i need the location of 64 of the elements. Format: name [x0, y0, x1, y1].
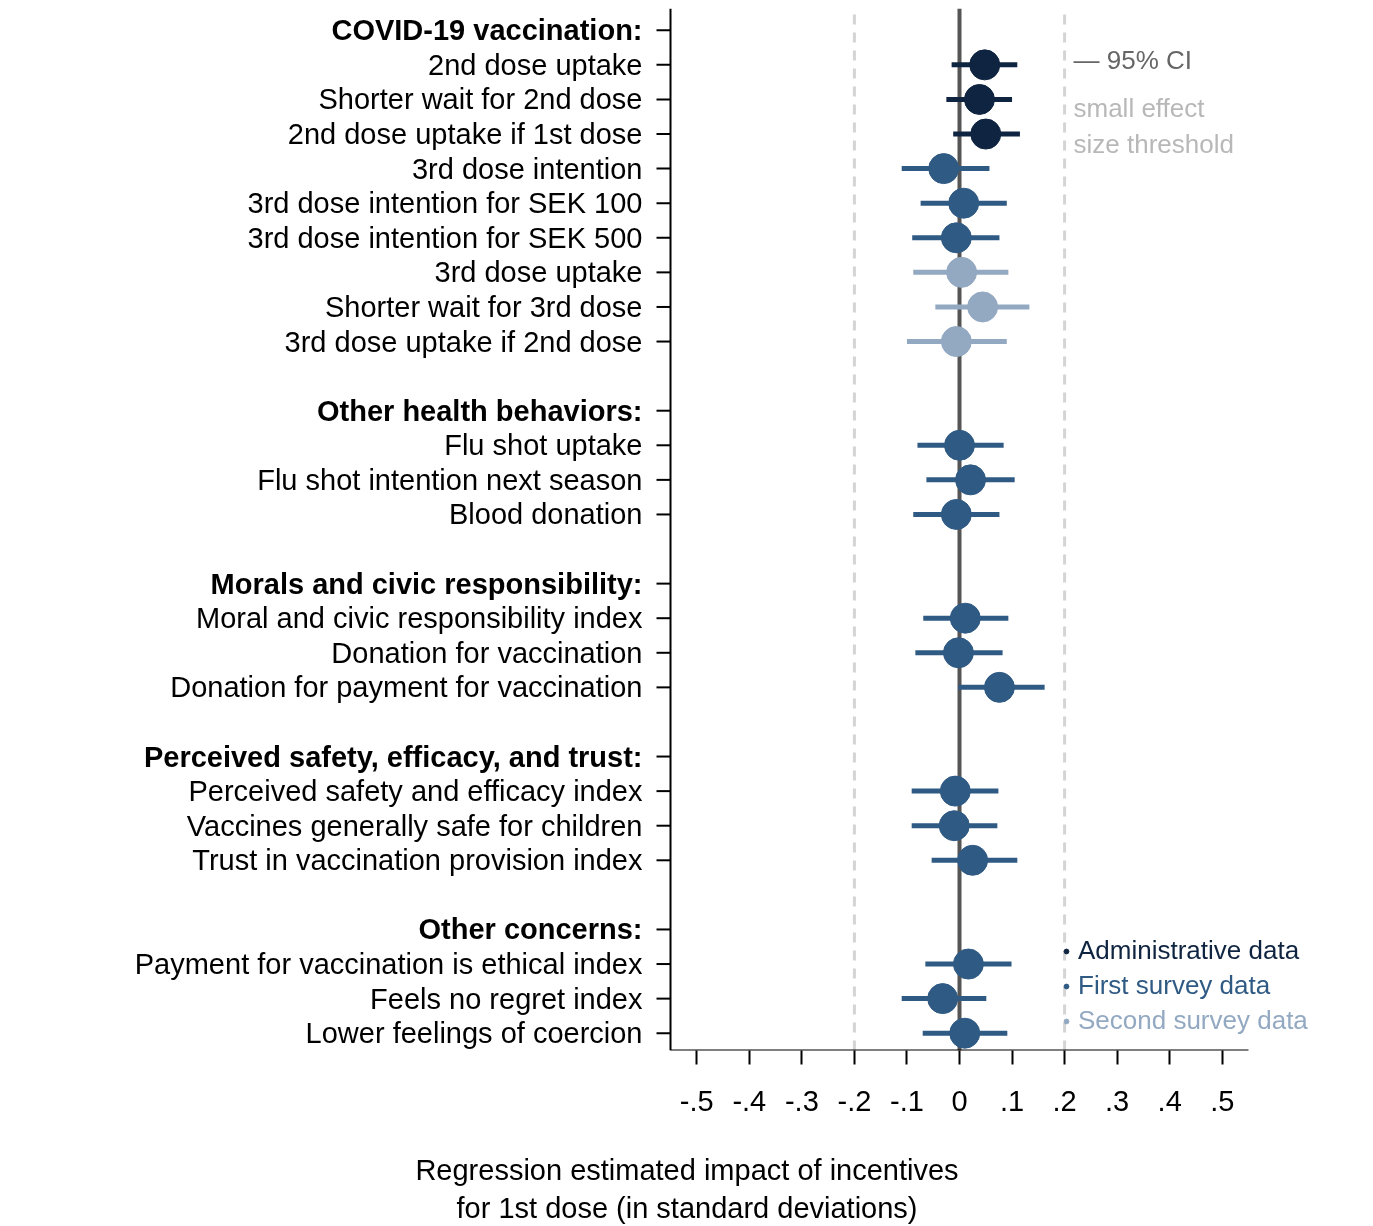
y-tick-label: 2nd dose uptake if 1st dose: [287, 118, 643, 151]
text: Morals and civic responsibility:: [210, 567, 643, 600]
x-tick-label: -.5: [679, 1084, 714, 1117]
legend-label: Second survey data: [1078, 1005, 1308, 1036]
point: [946, 256, 978, 288]
point: [949, 602, 981, 634]
y-tick-label: Shorter wait for 2nd dose: [318, 83, 643, 116]
annotation: — 95% CI: [1073, 44, 1192, 75]
x-tick-label: -.4: [732, 1084, 767, 1117]
x-tick-label: .4: [1157, 1084, 1182, 1117]
y-tick-label: Payment for vaccination is ethical index: [134, 948, 643, 981]
y-tick-label: Flu shot uptake: [444, 429, 643, 462]
point: [949, 1017, 981, 1049]
point: [957, 844, 989, 876]
y-tick-label: 3rd dose intention: [411, 152, 643, 185]
y-tick-label: Moral and civic responsibility index: [196, 602, 643, 635]
y-tick-label: Lower feelings of coercion: [305, 1017, 643, 1050]
point: [970, 118, 1002, 150]
y-tick-label: Perceived safety and efficacy index: [188, 775, 643, 808]
x-tick-label: -.1: [890, 1084, 924, 1117]
y-tick-label: 3rd dose intention for SEK 100: [247, 187, 643, 220]
y-tick-label: 3rd dose uptake if 2nd dose: [284, 325, 643, 358]
point: [940, 498, 972, 530]
x-tick-label: -.2: [837, 1084, 872, 1117]
y-tick-label: Blood donation: [449, 498, 643, 531]
point: [948, 187, 980, 219]
text: Other concerns:: [418, 913, 643, 946]
x-tick-label: -.3: [784, 1084, 819, 1117]
x-tick-label: 0: [951, 1084, 968, 1117]
point: [955, 464, 987, 496]
point: [927, 983, 959, 1015]
point: [942, 637, 974, 669]
text: Perceived safety, efficacy, and trust:: [143, 740, 643, 773]
point: [952, 948, 984, 980]
y-tick-label: Trust in vaccination provision index: [192, 844, 643, 877]
y-tick-label: Flu shot intention next season: [257, 463, 643, 496]
point: [967, 291, 999, 323]
point: [944, 429, 975, 461]
y-tick-label: Donation for vaccination: [331, 636, 643, 669]
y-tick-label: Feels no regret index: [370, 982, 643, 1015]
y-tick-label: Shorter wait for 3rd dose: [324, 290, 643, 323]
point: [939, 775, 971, 807]
point: [928, 153, 960, 185]
point: [940, 222, 972, 254]
x-tick-label: .1: [999, 1084, 1025, 1117]
x-axis-title: Regression estimated impact of incentives for 1st dose (in standard deviations): [415, 1153, 959, 1224]
x-tick-label: .5: [1210, 1084, 1235, 1117]
y-tick-label: 3rd dose uptake: [434, 256, 643, 289]
legend-label: Administrative data: [1078, 935, 1300, 966]
y-tick-label: Donation for payment for vaccination: [170, 671, 643, 704]
point: [983, 671, 1015, 703]
y-tick-label: 3rd dose intention for SEK 500: [247, 221, 643, 254]
text: Other health behaviors:: [316, 394, 643, 427]
x-tick-label: .2: [1052, 1084, 1077, 1117]
y-tick-label: 2nd dose uptake: [428, 48, 643, 81]
point: [940, 326, 972, 358]
annotation: small effect size threshold: [1073, 93, 1234, 160]
point: [938, 810, 970, 842]
point: [969, 49, 1001, 81]
legend-label: First survey data: [1078, 970, 1271, 1001]
text: COVID-19 vaccination:: [331, 14, 643, 47]
point: [963, 83, 995, 115]
x-tick-label: .3: [1105, 1084, 1130, 1117]
y-tick-label: Vaccines generally safe for children: [186, 809, 643, 842]
